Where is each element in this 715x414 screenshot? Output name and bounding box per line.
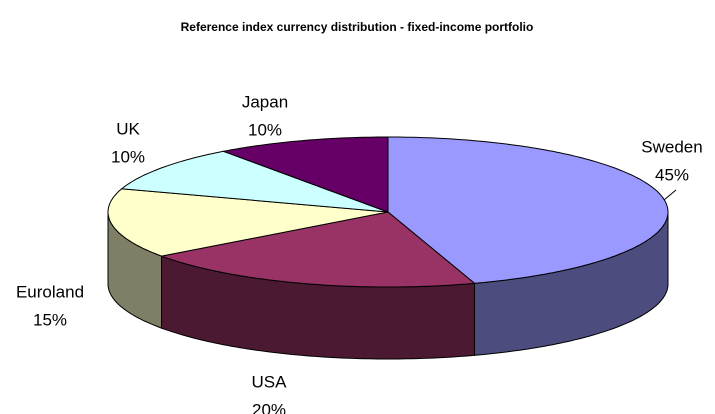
slice-label: USA: [252, 372, 288, 391]
pie-slice: [221, 136, 389, 213]
slice-value-label: 10%: [248, 120, 282, 139]
chart-title: Reference index currency distribution - …: [181, 20, 534, 34]
slice-value-label: 10%: [111, 147, 145, 166]
slice-value-label: 45%: [655, 165, 689, 184]
pie-slice: [387, 136, 669, 284]
pie-slice: [120, 150, 389, 213]
slice-label: UK: [116, 119, 140, 138]
slice-value-label: 20%: [252, 400, 286, 414]
slice-label: Japan: [242, 92, 288, 111]
leader-line: [663, 189, 677, 201]
slice-value-label: 15%: [33, 310, 67, 329]
pie-slice: [159, 211, 476, 288]
slice-label: Sweden: [641, 137, 702, 156]
pie-slice: [107, 188, 389, 257]
slice-label: Euroland: [16, 282, 84, 301]
